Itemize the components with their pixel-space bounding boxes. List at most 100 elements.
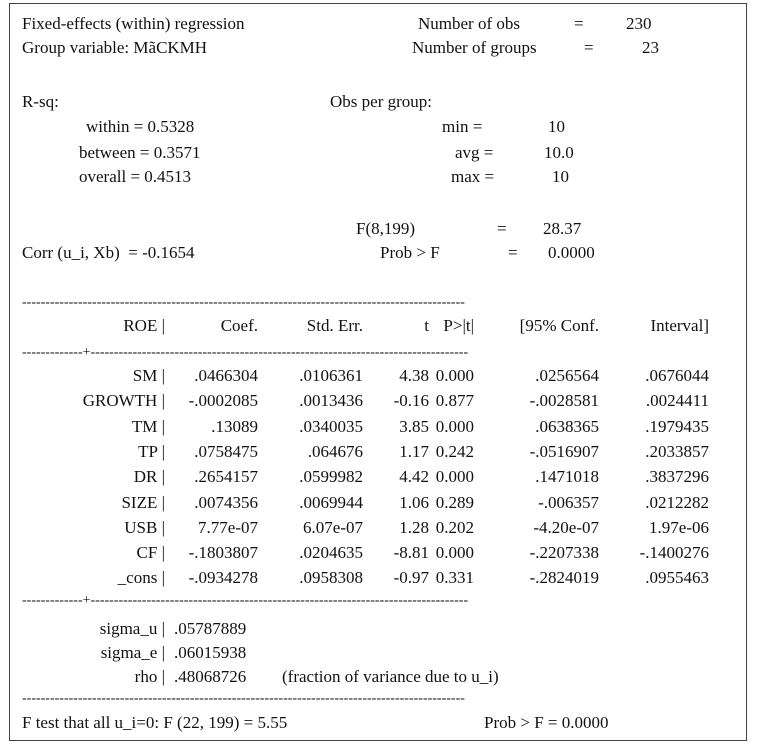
table-header-ci-upper: Interval] <box>650 316 709 335</box>
corr-ui-xb: Corr (u_i, Xb) = -0.1654 <box>22 243 195 262</box>
table-cell-ci-lower: -.0516907 <box>529 442 599 461</box>
table-cell-p-value: 0.202 <box>435 518 474 537</box>
rsq-within: within = 0.5328 <box>86 117 195 136</box>
nobs-value: 230 <box>626 14 652 33</box>
table-cell-std-err: .0599982 <box>299 467 363 486</box>
table-cell-ci-upper: .3837296 <box>645 467 709 486</box>
rsq-label: R-sq: <box>22 92 59 111</box>
table-cell-t-stat: -8.81 <box>393 543 429 562</box>
ngroups-label: Number of groups <box>412 38 537 57</box>
table-header-ci-lower: [95% Conf. <box>519 316 599 335</box>
table-cell-ci-lower: .1471018 <box>535 467 599 486</box>
obs-max-value: 10 <box>552 167 569 186</box>
table-cell-ci-upper: 1.97e-06 <box>649 518 709 537</box>
obs-min-label: min = <box>442 117 483 136</box>
rho-note: (fraction of variance due to u_i) <box>282 667 499 686</box>
table-cell-std-err: .0106361 <box>299 366 363 385</box>
table-cell-t-stat: -0.97 <box>393 568 429 587</box>
sigma-u-label: sigma_u | <box>99 619 165 638</box>
nobs-eq: = <box>574 14 584 33</box>
table-cell-coef: -.0002085 <box>188 391 258 410</box>
table-cell-ci-lower: -.2207338 <box>529 543 599 562</box>
ngroups-eq: = <box>584 38 594 57</box>
table-cell-ci-upper: -.1400276 <box>639 543 709 562</box>
table-cell-var-name: DR | <box>133 467 165 486</box>
table-bottom-rule: -------------+--------------------------… <box>22 594 469 608</box>
table-cell-coef: -.1803807 <box>188 543 258 562</box>
table-cell-var-name: SIZE | <box>121 493 165 512</box>
table-header-std-err: Std. Err. <box>306 316 363 335</box>
table-cell-var-name: TP | <box>138 442 165 461</box>
sigma-e-value: .06015938 <box>174 643 247 662</box>
table-cell-std-err: .0204635 <box>299 543 363 562</box>
obs-per-group-label: Obs per group: <box>330 92 432 111</box>
table-cell-coef: 7.77e-07 <box>198 518 258 537</box>
table-cell-ci-upper: .0212282 <box>645 493 709 512</box>
u-i-f-test: F test that all u_i=0: F (22, 199) = 5.5… <box>22 713 288 732</box>
regression-output-frame <box>9 3 747 741</box>
obs-min-value: 10 <box>548 117 565 136</box>
table-cell-var-name: SM | <box>132 366 165 385</box>
table-cell-std-err: 6.07e-07 <box>303 518 363 537</box>
table-cell-var-name: CF | <box>136 543 165 562</box>
table-cell-p-value: 0.877 <box>435 391 474 410</box>
rho-value: .48068726 <box>174 667 247 686</box>
u-i-prob: Prob > F = 0.0000 <box>484 713 609 732</box>
regression-title: Fixed-effects (within) regression <box>22 14 245 33</box>
table-cell-p-value: 0.242 <box>435 442 474 461</box>
table-cell-t-stat: 4.42 <box>399 467 429 486</box>
table-cell-p-value: 0.000 <box>435 543 474 562</box>
table-cell-std-err: .0069944 <box>299 493 363 512</box>
table-header-rule: -------------+--------------------------… <box>22 346 469 360</box>
table-cell-ci-lower: -.0028581 <box>529 391 599 410</box>
obs-max-label: max = <box>451 167 495 186</box>
rsq-between: between = 0.3571 <box>79 143 201 162</box>
f-stat-label: F(8,199) <box>356 219 416 238</box>
table-cell-std-err: .0013436 <box>299 391 363 410</box>
table-cell-t-stat: 4.38 <box>399 366 429 385</box>
prob-f-eq: = <box>508 243 518 262</box>
table-cell-coef: .0074356 <box>194 493 258 512</box>
table-cell-ci-lower: .0638365 <box>535 417 599 436</box>
table-cell-coef: .2654157 <box>194 467 258 486</box>
rho-label: rho | <box>134 667 165 686</box>
table-header-coef: Coef. <box>220 316 258 335</box>
table-cell-ci-lower: -.2824019 <box>529 568 599 587</box>
table-cell-p-value: 0.289 <box>435 493 474 512</box>
table-cell-var-name: _cons | <box>117 568 165 587</box>
table-cell-coef: .0758475 <box>194 442 258 461</box>
table-cell-t-stat: -0.16 <box>393 391 429 410</box>
sigma-e-label: sigma_e | <box>100 643 165 662</box>
table-cell-ci-lower: -.006357 <box>538 493 599 512</box>
table-cell-ci-lower: -4.20e-07 <box>533 518 599 537</box>
table-cell-p-value: 0.000 <box>435 366 474 385</box>
table-top-rule: ----------------------------------------… <box>22 296 465 310</box>
table-cell-coef: .0466304 <box>194 366 258 385</box>
obs-avg-label: avg = <box>455 143 494 162</box>
table-cell-ci-lower: .0256564 <box>535 366 599 385</box>
f-stat-value: 28.37 <box>543 219 582 238</box>
obs-avg-value: 10.0 <box>544 143 574 162</box>
table-cell-coef: .13089 <box>211 417 258 436</box>
table-cell-ci-upper: .1979435 <box>645 417 709 436</box>
nobs-label: Number of obs <box>418 14 520 33</box>
table-cell-std-err: .0958308 <box>299 568 363 587</box>
prob-f-label: Prob > F <box>380 243 440 262</box>
f-stat-eq: = <box>497 219 507 238</box>
group-variable: Group variable: MãCKMH <box>22 38 208 57</box>
rsq-overall: overall = 0.4513 <box>79 167 192 186</box>
table-cell-var-name: TM | <box>131 417 165 436</box>
table-cell-p-value: 0.000 <box>435 467 474 486</box>
footer-rule: ----------------------------------------… <box>22 692 465 706</box>
sigma-u-value: .05787889 <box>174 619 247 638</box>
table-cell-ci-upper: .0676044 <box>645 366 709 385</box>
table-header-var-name: ROE | <box>123 316 165 335</box>
table-cell-ci-upper: .0024411 <box>645 391 709 410</box>
table-cell-t-stat: 1.28 <box>399 518 429 537</box>
prob-f-value: 0.0000 <box>548 243 595 262</box>
table-cell-std-err: .064676 <box>307 442 363 461</box>
table-header-p-value: P>|t| <box>443 316 474 335</box>
table-cell-var-name: USB | <box>124 518 165 537</box>
table-cell-t-stat: 1.06 <box>399 493 429 512</box>
table-cell-coef: -.0934278 <box>188 568 258 587</box>
